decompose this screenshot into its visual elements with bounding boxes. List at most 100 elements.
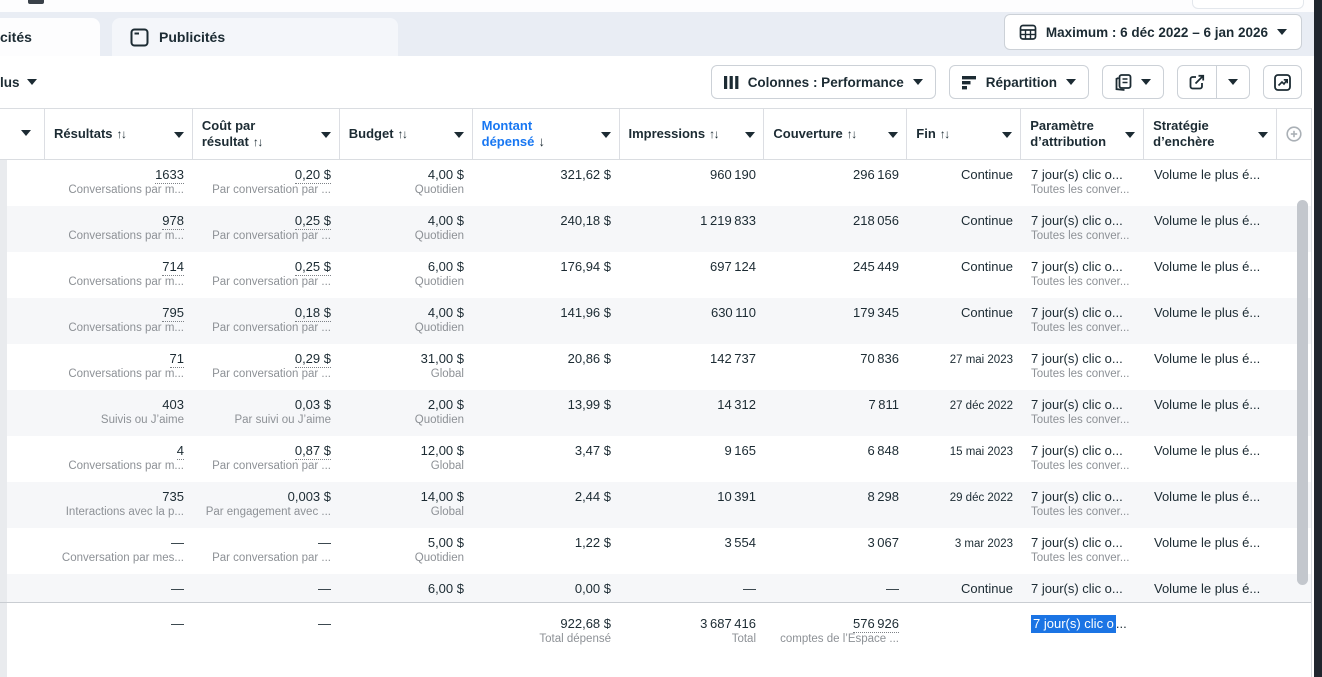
spent-value: 3,47 $: [574, 443, 611, 458]
results-type-label: Conversations par m...: [68, 184, 184, 196]
attribution-sub-label: Toutes les conver...: [1031, 552, 1130, 564]
table-body: 1633 Conversations par m... 0,20 $ Par c…: [0, 160, 1311, 602]
chevron-down-icon[interactable]: [173, 132, 184, 138]
budget-value: 4,00 $: [427, 167, 464, 182]
header-budget[interactable]: Budget ↑↓: [340, 109, 473, 159]
attribution-sub-label: Toutes les conver...: [1031, 414, 1130, 426]
header-bid-strategy[interactable]: Stratégie d’enchère: [1144, 109, 1278, 159]
row-select-cell[interactable]: [0, 298, 45, 344]
table-row[interactable]: 4 Conversations par m... 0,87 $ Par conv…: [0, 436, 1311, 482]
header-select-column[interactable]: [0, 109, 45, 159]
right-edge-strip: [1314, 0, 1322, 677]
header-attribution-label: Paramètre d’attribution: [1030, 118, 1107, 149]
row-select-cell[interactable]: [0, 344, 45, 390]
reports-icon: [1115, 73, 1132, 91]
row-select-cell[interactable]: [0, 482, 45, 528]
chevron-down-icon[interactable]: [888, 132, 899, 138]
summary-attribution-selected-text[interactable]: 7 jour(s) clic o: [1031, 615, 1116, 633]
plus-circle-icon: [1286, 126, 1302, 142]
attribution-sub-label: Toutes les conver...: [1031, 322, 1130, 334]
breakdown-button[interactable]: Répartition: [948, 65, 1089, 99]
more-dropdown[interactable]: lus: [0, 75, 37, 90]
results-value: 795: [162, 305, 184, 322]
table-row[interactable]: 71 Conversations par m... 0,29 $ Par con…: [0, 344, 1311, 390]
columns-icon: [723, 75, 739, 90]
button-divider: [1216, 66, 1217, 98]
vertical-scrollbar[interactable]: [1297, 200, 1308, 585]
row-select-cell[interactable]: [0, 436, 45, 482]
header-cost[interactable]: Coût par résultat ↑↓: [193, 109, 340, 159]
row-select-cell[interactable]: [0, 160, 45, 206]
results-value: —: [171, 581, 184, 596]
spent-value: 321,62 $: [560, 167, 611, 182]
columns-button[interactable]: Colonnes : Performance: [710, 65, 936, 99]
cost-type-label: Par engagement avec ...: [205, 506, 331, 518]
row-select-cell[interactable]: [0, 390, 45, 436]
table-row[interactable]: 795 Conversations par m... 0,18 $ Par co…: [0, 298, 1311, 344]
chevron-down-icon[interactable]: [1125, 132, 1136, 138]
charts-button[interactable]: [1263, 65, 1302, 99]
table-row[interactable]: 978 Conversations par m... 0,25 $ Par co…: [0, 206, 1311, 252]
chevron-down-icon[interactable]: [1002, 132, 1013, 138]
table-row[interactable]: 714 Conversations par m... 0,25 $ Par co…: [0, 252, 1311, 298]
row-select-cell[interactable]: [0, 574, 45, 602]
attribution-value: 7 jour(s) clic o...: [1031, 259, 1123, 274]
reach-value: 70 836: [860, 351, 899, 366]
table-row[interactable]: 1633 Conversations par m... 0,20 $ Par c…: [0, 160, 1311, 206]
top-dark-fragment: [28, 0, 44, 4]
reports-button[interactable]: [1102, 65, 1164, 99]
attribution-sub-label: Toutes les conver...: [1031, 230, 1130, 242]
export-options-button[interactable]: [1217, 66, 1249, 98]
row-select-cell[interactable]: [0, 252, 45, 298]
reach-value: 7 811: [868, 397, 899, 412]
impressions-value: —: [743, 581, 756, 596]
table-row[interactable]: 403 Suivis ou J’aime 0,03 $ Par suivi ou…: [0, 390, 1311, 436]
header-results[interactable]: Résultats ↑↓: [45, 109, 193, 159]
header-reach[interactable]: Couverture ↑↓: [764, 109, 908, 159]
header-end[interactable]: Fin ↑↓: [907, 109, 1022, 159]
impressions-value: 697 124: [710, 259, 756, 274]
impressions-value: 142 737: [710, 351, 756, 366]
tab-ads[interactable]: Publicités: [112, 18, 398, 56]
bid-strategy-value: Volume le plus é...: [1154, 535, 1261, 550]
header-cost-label: Coût par résultat: [201, 118, 256, 149]
impressions-value: 14 312: [717, 397, 756, 412]
chevron-down-icon[interactable]: [453, 132, 464, 138]
table-row[interactable]: 735 Interactions avec la p... 0,003 $ Pa…: [0, 482, 1311, 528]
bid-strategy-value: Volume le plus é...: [1154, 167, 1261, 182]
date-range-button[interactable]: Maximum : 6 déc 2022 – 6 jan 2026: [1003, 14, 1302, 50]
spent-value: 2,44 $: [574, 489, 611, 504]
cost-type-label: Par conversation par ...: [212, 276, 331, 288]
header-impressions-label: Impressions: [628, 126, 706, 141]
tab-adsets-partial[interactable]: cités: [0, 18, 100, 56]
results-value: 978: [162, 213, 184, 230]
reach-value: 245 449: [853, 259, 899, 274]
results-value: 735: [162, 489, 184, 504]
chevron-down-icon[interactable]: [320, 132, 331, 138]
budget-value: 2,00 $: [427, 397, 464, 412]
table-row[interactable]: — — 6,00 $ 0,00 $ — — Continue 7 jour(s)…: [0, 574, 1311, 602]
table-row[interactable]: — Conversation par mes... — Par conversa…: [0, 528, 1311, 574]
export-button[interactable]: [1178, 66, 1216, 98]
header-impressions[interactable]: Impressions ↑↓: [620, 109, 765, 159]
header-spent[interactable]: Montant dépensé ↓: [473, 109, 620, 159]
impressions-value: 10 391: [717, 489, 756, 504]
row-select-cell[interactable]: [0, 206, 45, 252]
chevron-down-icon[interactable]: [600, 132, 611, 138]
bid-strategy-value: Volume le plus é...: [1154, 213, 1261, 228]
breakdown-icon: [961, 75, 977, 90]
spent-value: 240,18 $: [560, 213, 611, 228]
chevron-down-icon[interactable]: [745, 132, 756, 138]
bid-strategy-value: Volume le plus é...: [1154, 581, 1261, 596]
reach-value: 3 067: [867, 535, 899, 550]
cost-type-label: Par conversation par ...: [212, 552, 331, 564]
row-select-cell[interactable]: [0, 528, 45, 574]
tab-bar: cités Publicités Maximum : 6 déc 2022 – …: [0, 12, 1322, 56]
summary-reach[interactable]: 576 926: [853, 616, 899, 633]
header-attribution[interactable]: Paramètre d’attribution: [1021, 109, 1145, 159]
add-column-button[interactable]: [1277, 109, 1311, 159]
cost-type-label: Par conversation par ...: [212, 368, 331, 380]
cost-value: 0,03 $: [294, 397, 331, 412]
chevron-down-icon[interactable]: [1258, 132, 1269, 138]
cost-value: 0,25 $: [294, 259, 331, 276]
